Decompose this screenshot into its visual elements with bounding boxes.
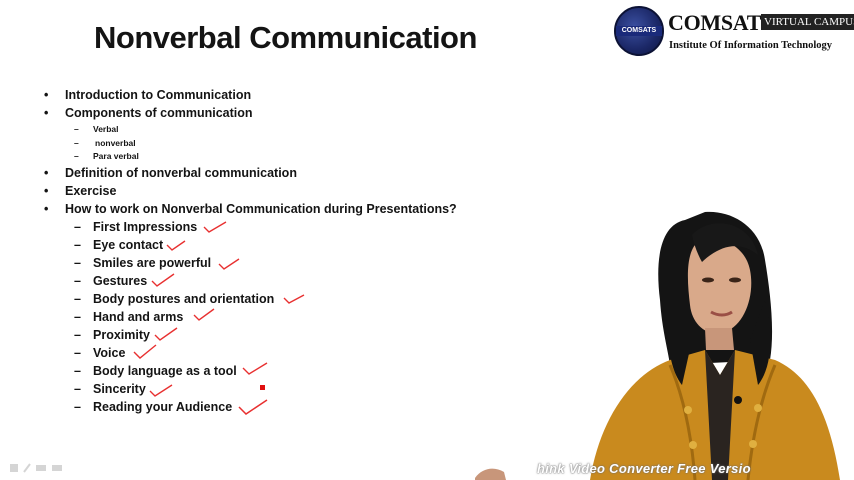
check-mark-icon [242,362,268,375]
annotation-dot [260,385,265,390]
check-mark-icon [193,308,215,321]
bullet-text: Definition of nonverbal communication [65,166,297,180]
tip-text: Reading your Audience [93,400,233,414]
converter-watermark: hink Video Converter Free Versio [537,461,751,476]
tip-text: Body language as a tool [93,364,237,378]
bullet-marker: • [44,166,49,180]
tip-text: Eye contact [93,238,164,252]
check-mark-icon [166,240,186,251]
bullet-text: Introduction to Communication [65,88,252,102]
tip-text: Hand and arms [93,310,184,324]
bullet-marker: • [44,184,49,198]
dash-marker: – [74,124,79,134]
check-mark-icon [218,258,240,270]
bullet-text: Exercise [65,184,117,198]
dash-marker: – [74,328,81,342]
dash-marker: – [74,256,81,270]
tip-text: Voice [93,346,126,360]
comsats-seal-icon: COMSATS [614,6,664,56]
dash-marker: – [74,292,81,306]
tip-text: Proximity [93,328,150,342]
player-icon [52,465,62,471]
check-mark-icon [151,273,175,287]
check-mark-icon [238,399,268,415]
check-mark-icon [154,327,178,341]
logo-subtitle: Institute Of Information Technology [669,40,833,51]
dash-marker: – [74,151,79,161]
bullet-marker: • [44,88,49,102]
dash-marker: – [74,138,79,148]
player-controls [10,463,62,473]
tip-text: Gestures [93,274,148,288]
check-mark-icon [149,384,173,397]
check-mark-icon [133,344,157,359]
sub-item-text: Para verbal [93,151,139,161]
dash-marker: – [74,400,81,414]
dash-marker: – [74,310,81,324]
tip-text: Body postures and orientation [93,292,275,306]
pen-icon [23,463,31,473]
bullet-marker: • [44,106,49,120]
seal-label: COMSATS [616,26,662,36]
check-mark-icon [283,294,305,304]
tip-text: First Impressions [93,220,198,234]
check-mark-icon [203,221,227,233]
dash-marker: – [74,238,81,252]
dash-marker: – [74,220,81,234]
comsats-logo: COMSATS COMSATS VIRTUAL CAMPUS Institute… [614,4,854,58]
bullet-text: Components of communication [65,106,253,120]
dash-marker: – [74,274,81,288]
tip-text: Sincerity [93,382,146,396]
bullet-marker: • [44,202,49,216]
player-icon [36,465,46,471]
dash-marker: – [74,382,81,396]
tip-text: Smiles are powerful [93,256,212,270]
sub-item-text: Verbal [93,124,119,134]
logo-name: COMSATS [668,10,774,35]
dash-marker: – [74,364,81,378]
dash-marker: – [74,346,81,360]
player-icon [10,464,18,472]
bullet-text: How to work on Nonverbal Communication d… [65,202,457,216]
slide-title: Nonverbal Communication [94,20,477,55]
presenter-video [475,211,840,480]
logo-badge: VIRTUAL CAMPUS [761,14,854,30]
sub-item-text: nonverbal [95,138,136,148]
